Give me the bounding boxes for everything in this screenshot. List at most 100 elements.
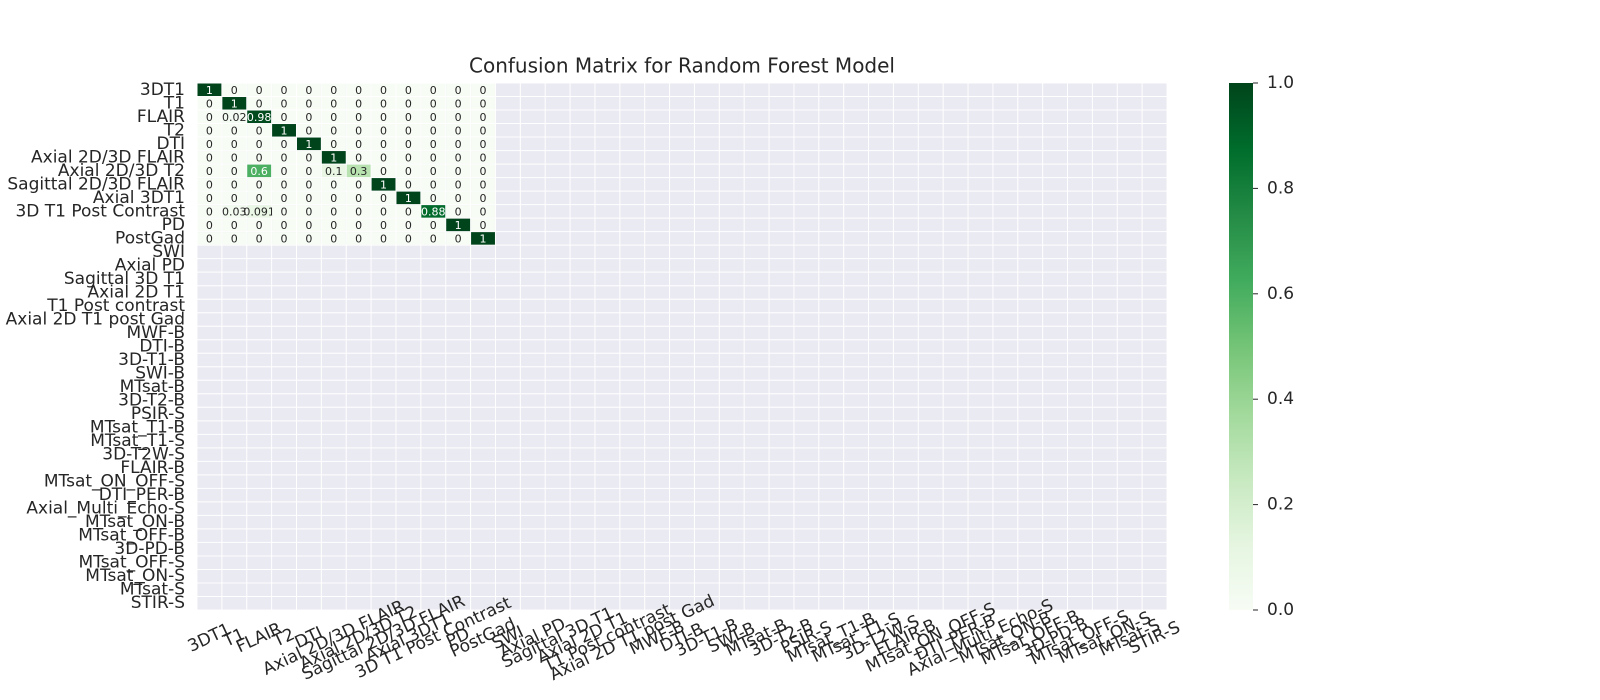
heatmap-cell (296, 218, 321, 232)
heatmap-cell (222, 97, 247, 110)
heatmap-cell (396, 205, 421, 218)
heatmap-cell (446, 178, 471, 191)
cell-annotation: 0 (405, 84, 412, 97)
y-tick-label: Axial 2D T1 (88, 282, 185, 302)
heatmap-cell (446, 83, 471, 97)
cell-annotation: 0 (380, 192, 387, 205)
heatmap-cell (197, 83, 222, 97)
y-tick-label: T2 (163, 120, 185, 140)
heatmap-cell (222, 164, 247, 178)
heatmap-cell (296, 205, 321, 218)
heatmap-cell (321, 151, 346, 164)
cell-annotation: 0 (281, 205, 288, 218)
cell-annotation: 0 (380, 84, 387, 97)
cell-annotation: 0 (305, 97, 312, 110)
heatmap-cell (272, 178, 296, 191)
colorbar-tick-label: 0.8 (1267, 178, 1294, 198)
heatmap-cell (346, 83, 371, 97)
heatmap-cell (222, 83, 247, 97)
cell-annotation: 0.1 (325, 165, 343, 178)
y-tick-label: MTsat-B (120, 377, 185, 397)
cell-annotation: 0 (480, 219, 487, 232)
cell-annotation: 0 (206, 219, 213, 232)
cell-annotation: 0.3 (350, 165, 368, 178)
cell-annotation: 0 (455, 138, 462, 151)
heatmap-cell (471, 232, 495, 245)
cell-annotation: 0 (231, 138, 238, 151)
heatmap-cell (471, 218, 495, 232)
heatmap-cell (371, 232, 396, 245)
heatmap-cell (346, 232, 371, 245)
heatmap-cell (346, 191, 371, 205)
cell-annotation: 0 (455, 151, 462, 164)
heatmap-cell (421, 97, 446, 110)
cell-annotation: 0 (455, 111, 462, 124)
heatmap-cell (296, 164, 321, 178)
heatmap-cell (471, 83, 495, 97)
heatmap-cell (396, 218, 421, 232)
cell-annotation: 0 (380, 151, 387, 164)
heatmap-cell (421, 151, 446, 164)
cell-annotation: 0 (305, 205, 312, 218)
heatmap-cell (197, 164, 222, 178)
heatmap-cell (197, 178, 222, 191)
cell-annotation: 0 (281, 178, 288, 191)
heatmap-cell (272, 83, 296, 97)
cell-annotation: 0 (305, 192, 312, 205)
cell-annotation: 0 (281, 84, 288, 97)
y-tick-label: SWI-B (135, 364, 185, 384)
cell-annotation: 0 (380, 97, 387, 110)
cell-annotation: 0 (281, 165, 288, 178)
heatmap-cell (272, 110, 296, 124)
cell-annotation: 0 (256, 219, 263, 232)
heatmap-cell (421, 232, 446, 245)
heatmap-cell (296, 151, 321, 164)
cell-annotation: 0.88 (421, 205, 446, 218)
heatmap-cell (296, 110, 321, 124)
cell-annotation: 0 (256, 232, 263, 245)
heatmap-cell (471, 151, 495, 164)
cell-annotation: 0 (256, 178, 263, 191)
heatmap-cell (197, 97, 222, 110)
heatmap-cell (396, 164, 421, 178)
heatmap-cell (272, 205, 296, 218)
heatmap-cell (197, 151, 222, 164)
heatmap-cell (247, 232, 272, 245)
cell-annotation: 0 (405, 138, 412, 151)
cell-annotation: 0 (430, 165, 437, 178)
heatmap-cell (222, 232, 247, 245)
cell-annotation: 0 (380, 232, 387, 245)
cell-annotation: 0 (380, 111, 387, 124)
cell-annotation: 0 (256, 151, 263, 164)
cell-annotation: 0 (380, 205, 387, 218)
cell-annotation: 0 (355, 232, 362, 245)
heatmap-cell (421, 137, 446, 151)
heatmap-cell (272, 164, 296, 178)
cell-annotation: 1 (455, 219, 462, 232)
cell-annotation: 1 (281, 124, 288, 137)
heatmap-cell (471, 178, 495, 191)
y-tick-label: MTsat_T1-B (90, 418, 185, 438)
heatmap-cell (346, 164, 371, 178)
heatmap-cell (346, 124, 371, 137)
heatmap-cell (396, 191, 421, 205)
cell-annotation: 0 (206, 111, 213, 124)
cell-annotation: 0 (380, 165, 387, 178)
y-tick-label: Axial 2D/3D FLAIR (31, 147, 185, 167)
y-tick-label: DTI_PER-B (99, 485, 185, 505)
heatmap-cell (321, 218, 346, 232)
heatmap-cell (321, 97, 346, 110)
cell-annotation: 0 (480, 165, 487, 178)
cell-annotation: 0.6 (250, 165, 268, 178)
cell-annotation: 0 (231, 165, 238, 178)
heatmap-cell (471, 164, 495, 178)
heatmap-cell (371, 110, 396, 124)
cell-annotation: 0 (480, 178, 487, 191)
heatmap-cell (247, 124, 272, 137)
heatmap-cell (421, 218, 446, 232)
heatmap-cell (446, 110, 471, 124)
cell-annotation: 0 (206, 124, 213, 137)
cell-annotation: 0 (305, 151, 312, 164)
cell-annotation: 0 (455, 192, 462, 205)
heatmap-cell (446, 205, 471, 218)
